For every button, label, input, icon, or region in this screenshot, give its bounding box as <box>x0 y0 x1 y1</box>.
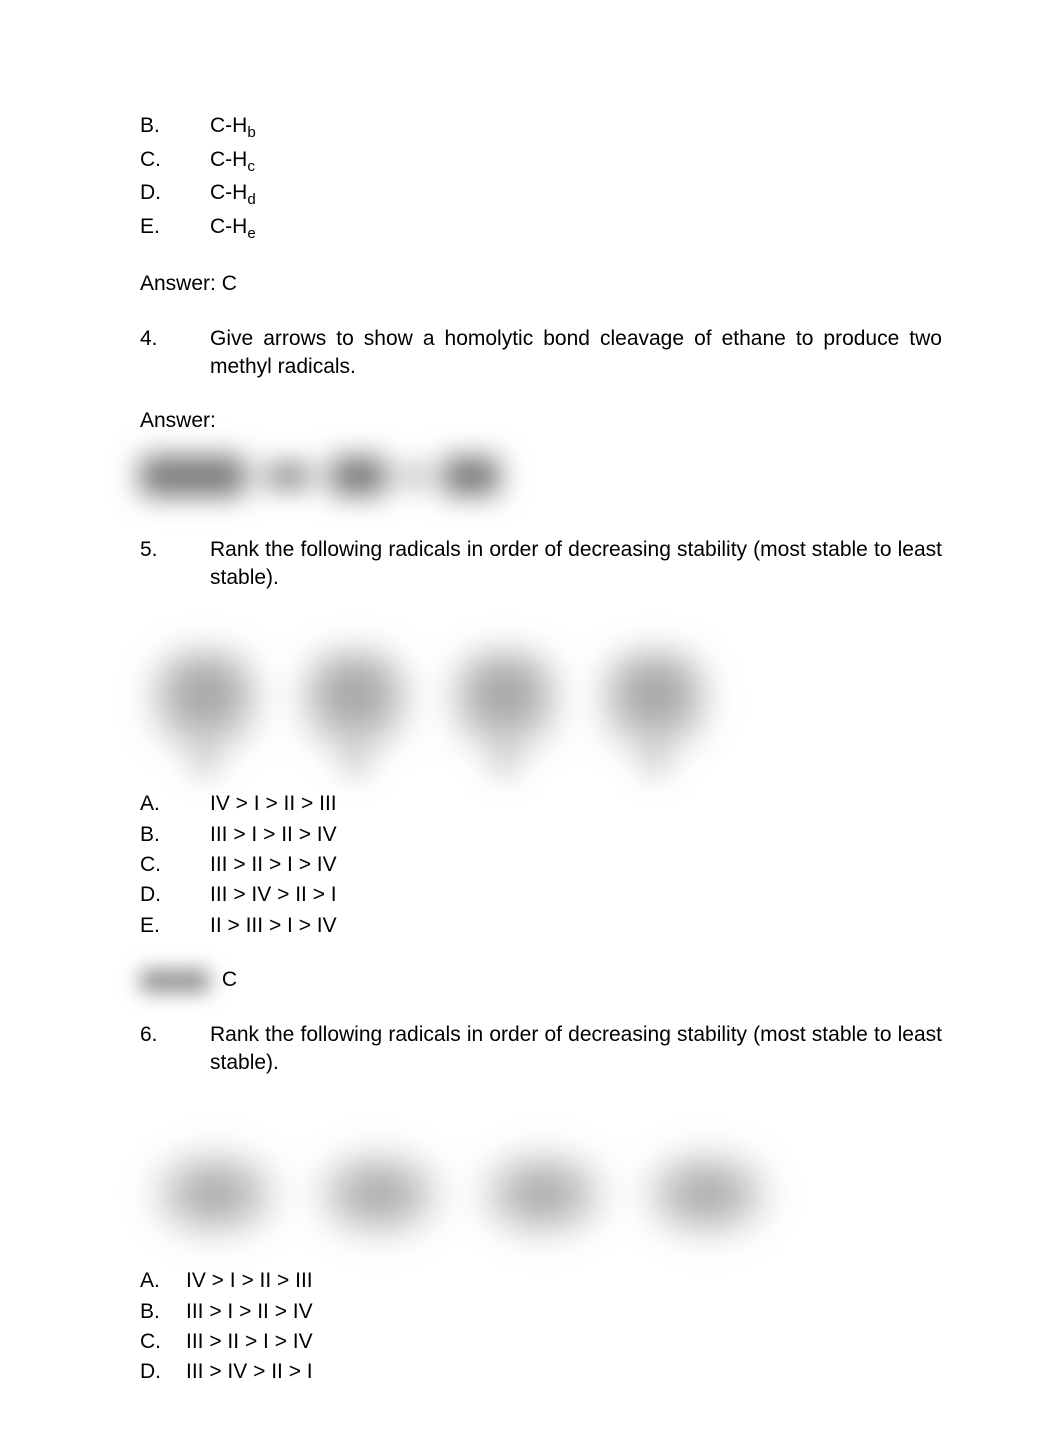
option-label: III > I > II > IV <box>186 1298 313 1326</box>
q4: 4. Give arrows to show a homolytic bond … <box>140 325 942 382</box>
q6-figure-blurred <box>140 1099 942 1239</box>
option-label-pre: C-H <box>210 215 247 238</box>
option-label-sub: e <box>247 225 255 242</box>
option-row: E. C-He <box>140 213 942 245</box>
option-label-pre: C-H <box>210 114 247 137</box>
question-text: Rank the following radicals in order of … <box>210 536 942 593</box>
option-row: B. III > I > II > IV <box>140 1298 942 1326</box>
option-row: B. C-Hb <box>140 112 942 144</box>
option-label: IV > I > II > III <box>186 1267 313 1295</box>
option-row: C. III > II > I > IV <box>140 1328 942 1356</box>
option-letter: A. <box>140 790 210 818</box>
option-label: IV > I > II > III <box>210 790 337 818</box>
option-label: C-Hd <box>210 179 256 211</box>
option-label: C-Hc <box>210 146 255 178</box>
option-row: B. III > I > II > IV <box>140 821 942 849</box>
option-label-pre: C-H <box>210 148 247 171</box>
option-row: A. IV > I > II > III <box>140 790 942 818</box>
q3-answer: Answer: C <box>140 270 942 298</box>
option-row: D. C-Hd <box>140 179 942 211</box>
option-letter: A. <box>140 1267 186 1295</box>
option-letter: D. <box>140 881 210 909</box>
option-label-sub: d <box>247 191 255 208</box>
answer-letter: C <box>222 968 237 991</box>
option-row: E. II > III > I > IV <box>140 912 942 940</box>
question-text: Rank the following radicals in order of … <box>210 1021 942 1078</box>
option-label-pre: C-H <box>210 181 247 204</box>
option-letter: B. <box>140 821 210 849</box>
option-label: III > II > I > IV <box>186 1328 313 1356</box>
option-label: III > IV > II > I <box>210 881 337 909</box>
option-label: C-Hb <box>210 112 256 144</box>
q5-figure-blurred <box>140 610 942 760</box>
q5-options: A. IV > I > II > III B. III > I > II > I… <box>140 790 942 940</box>
option-row: D. III > IV > II > I <box>140 1358 942 1386</box>
option-label-sub: b <box>247 124 255 141</box>
option-letter: C. <box>140 1328 186 1356</box>
option-label: III > I > II > IV <box>210 821 337 849</box>
answer-label-blurred <box>140 970 210 992</box>
option-letter: B. <box>140 1298 186 1326</box>
q4-answer-label: Answer: <box>140 407 942 435</box>
q5-answer: C <box>140 966 942 994</box>
option-label: II > III > I > IV <box>210 912 337 940</box>
option-letter: D. <box>140 179 210 211</box>
option-row: C. III > II > I > IV <box>140 851 942 879</box>
question-number: 4. <box>140 325 210 382</box>
q4-answer-figure-blurred <box>140 450 500 502</box>
option-letter: B. <box>140 112 210 144</box>
question-number: 5. <box>140 536 210 593</box>
option-label: C-He <box>210 213 256 245</box>
question-text: Give arrows to show a homolytic bond cle… <box>210 325 942 382</box>
option-letter: D. <box>140 1358 186 1386</box>
option-label: III > II > I > IV <box>210 851 337 879</box>
q6: 6. Rank the following radicals in order … <box>140 1021 942 1078</box>
option-row: A. IV > I > II > III <box>140 1267 942 1295</box>
option-row: D. III > IV > II > I <box>140 881 942 909</box>
option-label: III > IV > II > I <box>186 1358 313 1386</box>
q6-options: A. IV > I > II > III B. III > I > II > I… <box>140 1267 942 1386</box>
option-letter: C. <box>140 851 210 879</box>
q3-options: B. C-Hb C. C-Hc D. C-Hd E. C-He <box>140 112 942 244</box>
option-letter: C. <box>140 146 210 178</box>
q5: 5. Rank the following radicals in order … <box>140 536 942 593</box>
option-letter: E. <box>140 912 210 940</box>
question-number: 6. <box>140 1021 210 1078</box>
option-letter: E. <box>140 213 210 245</box>
option-label-sub: c <box>247 158 255 175</box>
option-row: C. C-Hc <box>140 146 942 178</box>
